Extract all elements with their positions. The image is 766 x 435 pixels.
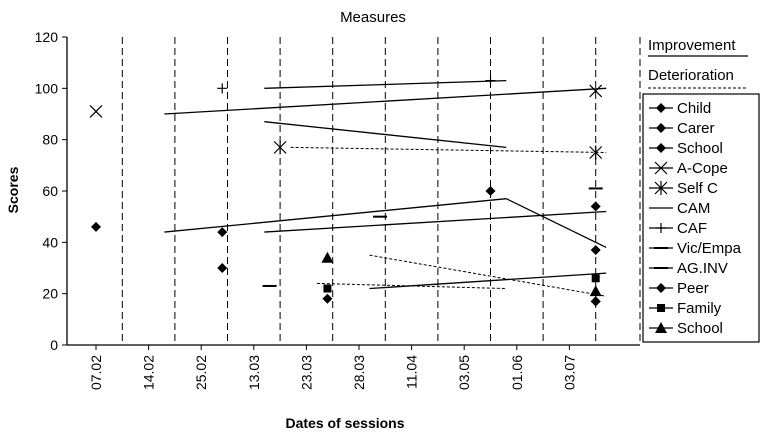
x-tick-label: 23.03 [298, 355, 314, 390]
deterioration-line [316, 282, 507, 290]
point-family [323, 284, 332, 293]
x-tick-label: 13.03 [246, 355, 262, 390]
point-a-cope [89, 105, 103, 118]
y-tick-label: 80 [42, 132, 58, 148]
legend-marker-school [655, 322, 667, 333]
x-tick-label: 11.04 [404, 355, 420, 389]
x-tick-label: 28.03 [351, 355, 367, 390]
y-axis-label: Scores [5, 166, 21, 213]
point-caf [217, 83, 228, 94]
improvement-line [264, 210, 607, 233]
improvement-label: Improvement [648, 37, 736, 54]
point-carer [217, 227, 228, 238]
improvement-line [164, 198, 507, 233]
x-tick-label: 03.05 [456, 355, 472, 390]
point-school [589, 285, 602, 297]
chart-title: Measures [340, 9, 406, 26]
y-tick-label: 60 [42, 183, 58, 199]
legend-marker-child [656, 103, 666, 113]
legend-marker-family [657, 304, 665, 312]
legend-marker-carer [656, 123, 666, 133]
y-tick-label: 40 [42, 234, 58, 250]
point-child [91, 221, 101, 232]
legend-label: A-Cope [677, 160, 728, 177]
legend-label: Vic/Empa [677, 240, 742, 257]
point-caf [485, 75, 496, 86]
legend-label: Peer [677, 280, 709, 297]
legend-label: Carer [677, 120, 715, 137]
point-child [485, 186, 496, 196]
legend-label: AG.INV [677, 260, 728, 277]
legend-marker-caf [656, 223, 666, 233]
legend-marker-peer [656, 283, 666, 293]
y-tick-label: 0 [50, 337, 58, 353]
point-a-cope [589, 84, 603, 98]
x-tick-label: 01.06 [509, 355, 525, 390]
legend-marker-school [656, 143, 666, 153]
legend-label: CAM [677, 200, 710, 217]
legend: Child Carer School A-Cope Self C CAM CAF Vic/Em… [642, 93, 760, 343]
legend-marker-a-cope [654, 161, 668, 175]
legend-label: School [677, 320, 723, 337]
y-tick-label: 100 [35, 80, 59, 96]
legend-label: Self C [677, 180, 718, 197]
point-school [322, 293, 333, 304]
improvement-line [264, 79, 507, 89]
deterioration-line [290, 146, 607, 153]
legend-label: Family [677, 300, 722, 317]
improvement-line [369, 272, 607, 290]
x-tick-label: 03.07 [561, 355, 577, 390]
legend-box [642, 93, 760, 343]
point-self-c [589, 145, 603, 160]
deterioration-label: Deterioration [648, 67, 734, 84]
improvement-line [264, 121, 507, 149]
legend-marker-self-c [654, 181, 668, 195]
x-axis-label: Dates of sessions [285, 415, 404, 431]
plot-area: 0 20 40 60 80 100 120 07.02 14.02 25.02 13.03 23.03… [35, 29, 641, 390]
x-tick-label: 07.02 [88, 355, 104, 390]
point-self-c [273, 140, 287, 155]
improvement-line [505, 198, 607, 249]
legend-label: CAF [677, 220, 707, 237]
point-child [590, 201, 601, 212]
y-tick-label: 120 [35, 29, 59, 45]
point-family [591, 274, 600, 283]
point-school [321, 251, 334, 263]
point-school [217, 263, 228, 273]
legend-label: Child [677, 100, 711, 117]
x-tick-label: 25.02 [193, 355, 209, 390]
deterioration-line [369, 254, 607, 297]
point-carer [590, 245, 601, 256]
point-peer [590, 296, 601, 307]
improvement-line [164, 87, 607, 115]
x-tick-label: 14.02 [141, 355, 157, 390]
legend-label: School [677, 140, 723, 157]
y-tick-label: 20 [42, 286, 58, 302]
